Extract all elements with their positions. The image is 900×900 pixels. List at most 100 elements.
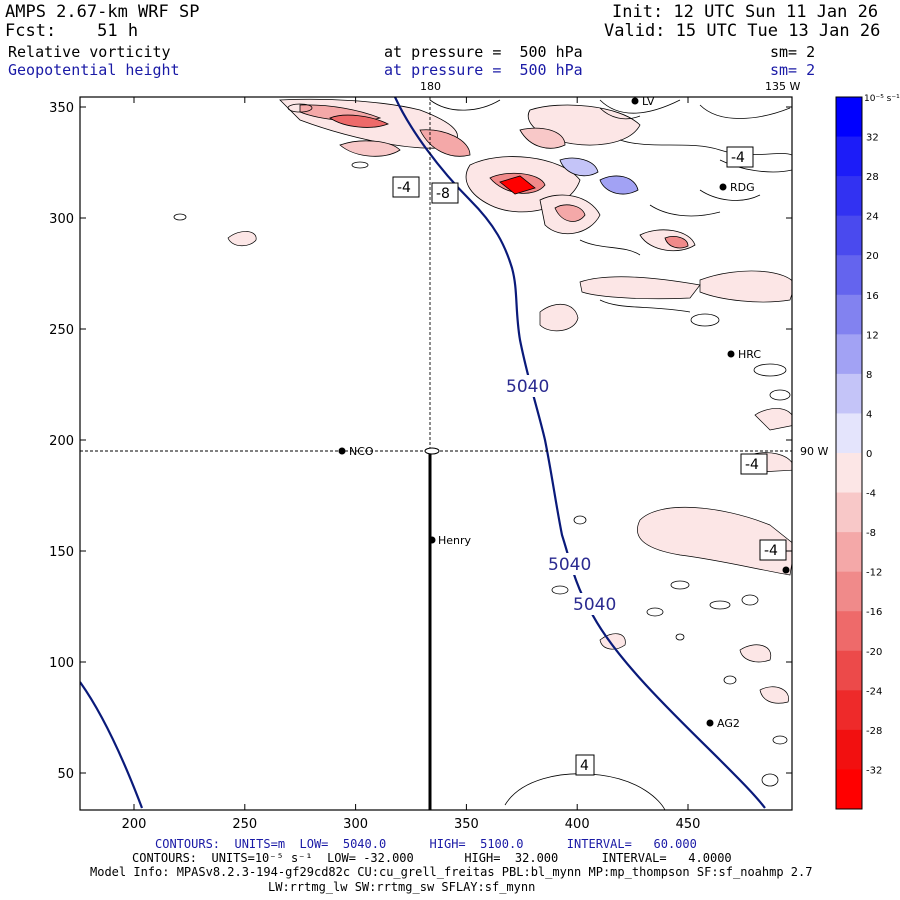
footer-height-contours: CONTOURS: UNITS=m LOW= 5040.0 HIGH= 5100… — [155, 837, 697, 851]
field2-smooth: sm= 2 — [770, 61, 816, 79]
vort-patch — [227, 231, 257, 247]
colorbar-swatch — [836, 136, 862, 177]
vort-patch — [519, 127, 566, 149]
x-tick-label: 300 — [343, 817, 368, 832]
vort-label: -8 — [436, 186, 450, 202]
vort-patch — [559, 157, 599, 177]
height-label: 5040 — [506, 377, 549, 397]
lon-label-180: 180 — [420, 80, 441, 93]
vort-contours — [173, 99, 792, 810]
lon-label-90w: 90 W — [800, 445, 828, 458]
vort-label: -4 — [764, 543, 778, 559]
colorbar-label: 32 — [866, 133, 879, 144]
vort-label: -4 — [731, 150, 745, 166]
colorbar-swatch — [836, 176, 862, 217]
station-lv-dot — [631, 97, 639, 105]
height-contour-5040-main — [393, 97, 766, 809]
station-edge-dot — [782, 566, 790, 574]
colorbar-label: -8 — [866, 528, 876, 539]
colorbar-swatch — [836, 769, 862, 810]
vort-patch — [754, 408, 792, 431]
footer-model-info: Model Info: MPASv8.2.3-194-gf29cd82c CU:… — [90, 865, 813, 879]
footer-vort-contours: CONTOURS: UNITS=10⁻⁵ s⁻¹ LOW= -32.000 HI… — [132, 851, 732, 865]
station-hrc-label: HRC — [738, 348, 761, 361]
colorbar-label: -32 — [866, 765, 882, 776]
colorbar-unit: 10⁻⁵ s⁻¹ — [864, 94, 900, 104]
colorbar-label: -20 — [866, 647, 882, 658]
field1-name: Relative vorticity — [8, 43, 171, 61]
y-tick-label: 100 — [49, 656, 74, 671]
colorbar-swatch — [836, 294, 862, 335]
colorbar-swatch — [836, 690, 862, 731]
colorbar-swatch — [836, 492, 862, 533]
pole-marker — [424, 447, 440, 455]
colorbar-label: 24 — [866, 212, 879, 223]
y-tick-label: 350 — [49, 101, 74, 116]
field2-name: Geopotential height — [8, 61, 180, 79]
y-tick-label: 150 — [49, 545, 74, 560]
colorbar-swatch — [836, 373, 862, 414]
colorbar-label: -4 — [866, 489, 876, 500]
vorticity-field — [173, 98, 792, 810]
colorbar-swatch — [836, 334, 862, 375]
colorbar-swatch — [836, 611, 862, 652]
colorbar-swatch — [836, 532, 862, 573]
y-tick-label: 300 — [49, 212, 74, 227]
vort-patch — [699, 270, 792, 303]
station-nco-label: NCO — [349, 445, 374, 458]
vort-patch — [329, 114, 390, 128]
x-tick-label: 350 — [454, 817, 479, 832]
height-label: 5040 — [548, 555, 591, 575]
vort-patch — [637, 506, 792, 576]
colorbar-swatch — [836, 453, 862, 494]
colorbar-label: -12 — [866, 568, 882, 579]
colorbar-label: 4 — [866, 409, 872, 420]
colorbar-label: 8 — [866, 370, 872, 381]
colorbar-swatch — [836, 215, 862, 256]
station-nco-dot — [338, 447, 346, 455]
plot-frame — [79, 96, 793, 811]
vort-label: -4 — [397, 180, 411, 196]
y-tick-label: 200 — [49, 434, 74, 449]
init-time: Init: 12 UTC Sun 11 Jan 26 — [612, 2, 879, 22]
field1-smooth: sm= 2 — [770, 43, 816, 61]
height-label: 5040 — [573, 595, 616, 615]
vort-patch — [554, 204, 586, 222]
vort-patch — [759, 686, 789, 704]
x-tick-label: 250 — [232, 817, 257, 832]
colorbar-label: -24 — [866, 686, 882, 697]
x-tick-label: 450 — [676, 817, 701, 832]
colorbar-swatch — [836, 413, 862, 454]
vort-patch — [419, 129, 471, 157]
field1-level: at pressure = 500 hPa — [384, 43, 583, 61]
station-hrc-dot — [727, 350, 735, 358]
colorbar-swatch — [836, 97, 862, 138]
height-contour-5040-left — [80, 681, 144, 809]
vort-patch — [339, 140, 401, 157]
colorbar-swatch — [836, 255, 862, 296]
y-tick-label: 50 — [57, 767, 74, 782]
field2-level: at pressure = 500 hPa — [384, 61, 583, 79]
vort-label: -4 — [745, 457, 759, 473]
vort-patch — [739, 644, 772, 663]
colorbar-frame — [835, 96, 863, 810]
vort-patch — [579, 276, 701, 300]
footer-model-info2: LW:rrtmg_lw SW:rrtmg_sw SFLAY:sf_mynn — [268, 880, 536, 894]
forecast-hour: Fcst: 51 h — [5, 21, 139, 41]
colorbar-swatch — [836, 650, 862, 691]
station-lv-label: LV — [642, 95, 655, 108]
station-henry-label: Henry — [438, 534, 472, 547]
y-tick-label: 250 — [49, 323, 74, 338]
vort-patch — [599, 175, 639, 195]
x-tick-label: 200 — [122, 817, 147, 832]
model-title: AMPS 2.67-km WRF SP — [5, 2, 200, 22]
height-contours — [80, 97, 766, 809]
x-tick-label: 400 — [565, 817, 590, 832]
colorbar-swatch — [836, 729, 862, 770]
vort-patch — [539, 304, 579, 332]
valid-time: Valid: 15 UTC Tue 13 Jan 26 — [604, 21, 881, 41]
station-rdg-label: RDG — [730, 181, 755, 194]
colorbar-label: -28 — [866, 726, 882, 737]
colorbar-label: 20 — [866, 251, 879, 262]
